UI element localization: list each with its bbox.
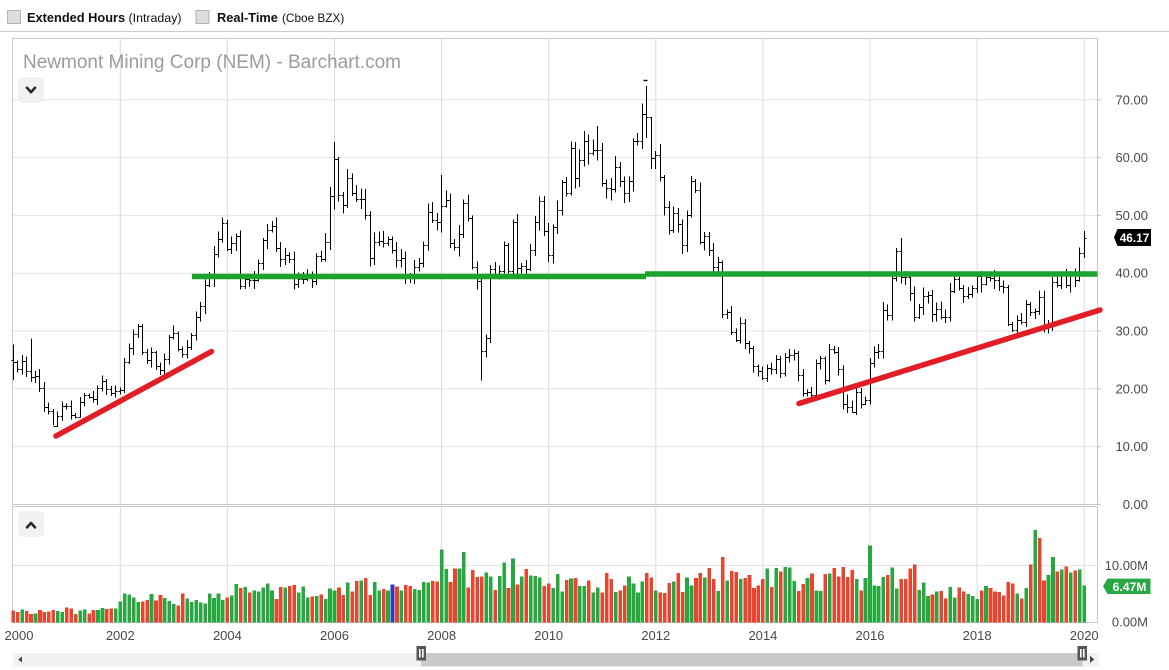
svg-text:2020: 2020 (1070, 628, 1099, 643)
svg-text:Real-Time: Real-Time (217, 10, 278, 25)
svg-text:60.00: 60.00 (1115, 150, 1148, 165)
svg-text:0.00M: 0.00M (1112, 615, 1148, 630)
svg-text:(Intraday): (Intraday) (129, 11, 182, 25)
svg-text:2016: 2016 (856, 628, 885, 643)
svg-text:2014: 2014 (748, 628, 777, 643)
svg-text:0.00: 0.00 (1123, 497, 1148, 512)
svg-text:20.00: 20.00 (1115, 381, 1148, 396)
svg-text:30.00: 30.00 (1115, 324, 1148, 339)
svg-text:2000: 2000 (5, 628, 34, 643)
svg-text:70.00: 70.00 (1115, 92, 1148, 107)
svg-text:50.00: 50.00 (1115, 208, 1148, 223)
svg-text:Extended Hours: Extended Hours (27, 10, 125, 25)
svg-text:2008: 2008 (427, 628, 456, 643)
svg-text:Newmont Mining Corp (NEM) - Ba: Newmont Mining Corp (NEM) - Barchart.com (23, 52, 401, 73)
svg-text:(Cboe BZX): (Cboe BZX) (282, 11, 344, 25)
svg-text:6.47M: 6.47M (1113, 580, 1147, 594)
svg-text:2018: 2018 (963, 628, 992, 643)
svg-text:2010: 2010 (534, 628, 563, 643)
svg-text:2006: 2006 (320, 628, 349, 643)
svg-text:2012: 2012 (641, 628, 670, 643)
svg-text:10.00: 10.00 (1115, 439, 1148, 454)
svg-text:40.00: 40.00 (1115, 266, 1148, 281)
svg-text:10.00M: 10.00M (1105, 558, 1148, 573)
svg-text:2002: 2002 (106, 628, 135, 643)
svg-text:2004: 2004 (213, 628, 242, 643)
svg-text:46.17: 46.17 (1120, 231, 1150, 245)
